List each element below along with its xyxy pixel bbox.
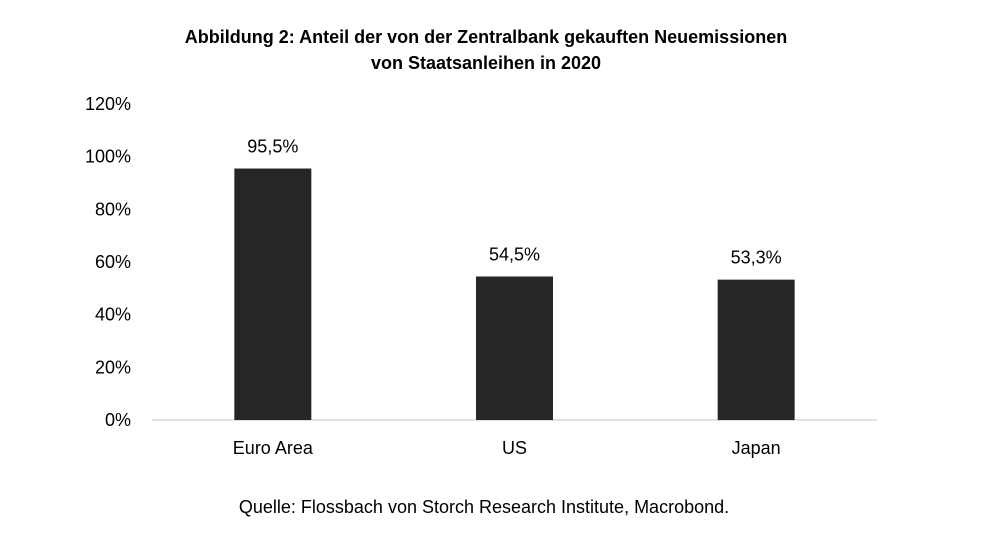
bar	[717, 279, 795, 420]
chart-title-line-2: von Staatsanleihen in 2020	[371, 53, 601, 73]
y-axis-tick-labels: 0% 20% 40% 60% 80% 100% 120%	[85, 94, 131, 430]
y-tick-label: 20%	[95, 357, 131, 377]
chart-title-line-1: Abbildung 2: Anteil der von der Zentralb…	[185, 27, 787, 47]
bar	[476, 276, 553, 420]
y-tick-label: 60%	[95, 252, 131, 272]
y-tick-label: 100%	[85, 147, 131, 167]
category-label: Japan	[732, 438, 781, 458]
source-note: Quelle: Flossbach von Storch Research In…	[239, 497, 729, 517]
y-tick-label: 40%	[95, 305, 131, 325]
data-labels-group: 95,5% 54,5% 53,3%	[247, 137, 781, 268]
category-label: Euro Area	[233, 438, 314, 458]
y-tick-label: 0%	[105, 410, 131, 430]
bar	[234, 168, 312, 420]
y-tick-label: 80%	[95, 199, 131, 219]
category-label: US	[502, 438, 527, 458]
bar-value-label: 54,5%	[489, 244, 540, 264]
bar-value-label: 95,5%	[247, 137, 298, 157]
bar-value-label: 53,3%	[731, 248, 782, 268]
x-axis-category-labels: Euro Area US Japan	[233, 438, 781, 458]
bars-group	[234, 168, 795, 420]
y-tick-label: 120%	[85, 94, 131, 114]
